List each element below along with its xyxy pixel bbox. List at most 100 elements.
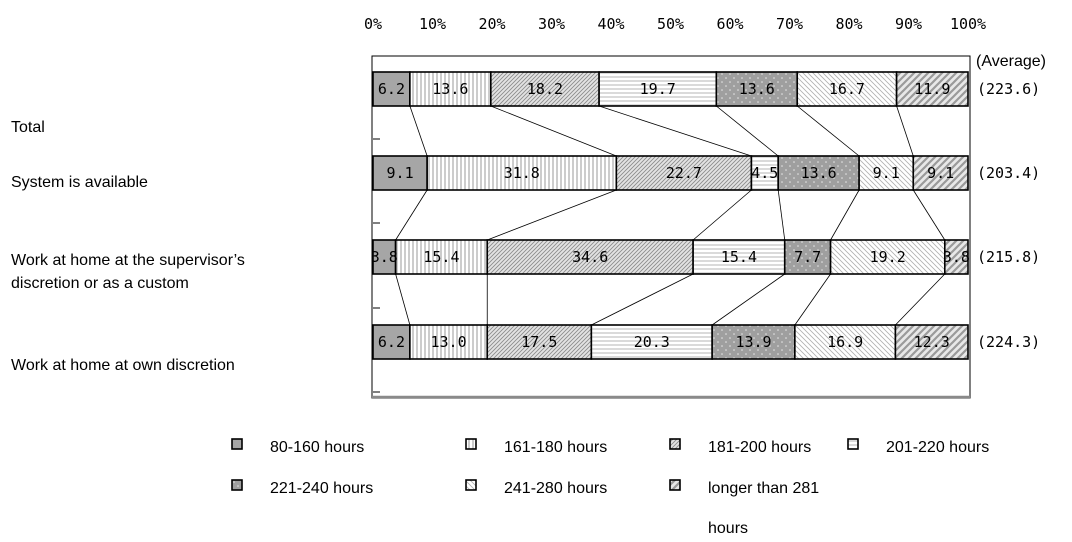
average-header: (Average): [976, 53, 1046, 70]
legend: 80-160 hours 161-180 hours 181-200 hours 20…: [231, 438, 989, 537]
connector-line: [487, 189, 617, 241]
bar-value-label: 12.3: [914, 333, 950, 351]
bar-value-label: 15.4: [423, 248, 459, 266]
bar-value-label: 13.6: [432, 80, 468, 98]
bar-segment: [894, 324, 969, 360]
average-value: (223.6): [977, 80, 1040, 98]
bar-segments: [372, 71, 969, 393]
x-tick-label: 50%: [657, 15, 684, 33]
connector-line: [395, 189, 428, 241]
average-value: (224.3): [977, 333, 1040, 351]
bar-value-label: 13.6: [801, 164, 837, 182]
connector-line: [490, 105, 617, 157]
bar-value-label: 3.8: [943, 248, 970, 266]
category-label: Total: [11, 119, 45, 136]
connector-line: [591, 273, 694, 326]
legend-swatch: [231, 479, 243, 491]
connector-line: [895, 273, 946, 326]
bar-segment: [858, 155, 915, 191]
bar-segment: [796, 71, 898, 107]
bar-value-label: 17.5: [521, 333, 557, 351]
bar-segment: [715, 71, 799, 107]
category-label: Work at home at the supervisor’s: [11, 252, 245, 269]
connector-line: [409, 105, 428, 157]
x-tick-label: 90%: [895, 15, 922, 33]
bar-segment: [372, 71, 411, 107]
bar-segment: [912, 155, 969, 191]
x-tick-label: 100%: [950, 15, 986, 33]
bar-value-label: 9.1: [387, 164, 414, 182]
bar-segment: [711, 324, 796, 360]
bar-value-label: 13.9: [735, 333, 771, 351]
bar-value-label: 6.2: [378, 80, 405, 98]
bar-value-label: 31.8: [504, 164, 540, 182]
legend-swatch: [231, 438, 243, 450]
bar-value-label: 9.1: [873, 164, 900, 182]
legend-swatch: [669, 438, 681, 450]
bar-value-label: 3.8: [371, 248, 398, 266]
bar-segment: [486, 324, 593, 360]
bar-value-label: 16.7: [829, 80, 865, 98]
bar-value-label: 18.2: [527, 80, 563, 98]
connector-lines: [395, 105, 946, 326]
bar-segment: [750, 155, 779, 191]
category-label: discretion or as a custom: [11, 275, 189, 292]
average-value: (203.4): [977, 164, 1040, 182]
x-tick-label: 20%: [478, 15, 505, 33]
category-labels: Total System is available Work at home at …: [11, 119, 245, 374]
bar-segment: [486, 239, 694, 275]
bar-value-label: 7.7: [794, 248, 821, 266]
bar-segment: [409, 71, 492, 107]
connector-line: [912, 189, 946, 241]
legend-label: longer than 281: [708, 480, 819, 497]
bar-segment: [895, 71, 969, 107]
x-tick-label: 10%: [419, 15, 446, 33]
bar-value-label: 13.0: [431, 333, 467, 351]
legend-label: 80-160 hours: [270, 439, 364, 456]
connector-line: [794, 273, 831, 326]
connector-line: [830, 189, 860, 241]
connector-line: [777, 189, 786, 241]
legend-label: 221-240 hours: [270, 480, 373, 497]
bar-segment: [490, 71, 600, 107]
connector-line: [598, 105, 752, 157]
bar-value-label: 15.4: [721, 248, 757, 266]
bar-value-label: 16.9: [827, 333, 863, 351]
x-tick-label: 80%: [835, 15, 862, 33]
legend-swatch: [669, 479, 681, 491]
legend-swatch: [465, 438, 477, 450]
average-value: (215.8): [977, 248, 1040, 266]
connector-line: [896, 105, 914, 157]
bar-segment: [615, 155, 753, 191]
bar-value-label: 9.1: [927, 164, 954, 182]
bar-segment: [426, 155, 618, 191]
category-label: Work at home at own discretion: [11, 357, 235, 374]
x-tick-label: 0%: [364, 15, 382, 33]
bar-value-label: 11.9: [914, 80, 950, 98]
category-label: System is available: [11, 174, 148, 191]
legend-label: 161-180 hours: [504, 439, 607, 456]
bar-value-label: 19.7: [640, 80, 676, 98]
connector-line: [796, 105, 860, 157]
x-tick-label: 40%: [597, 15, 624, 33]
bar-value-label: 4.5: [751, 164, 778, 182]
bar-segment: [943, 239, 969, 275]
bar-value-label: 6.2: [378, 333, 405, 351]
connector-line: [716, 105, 779, 157]
legend-label: 241-280 hours: [504, 480, 607, 497]
average-values: (223.6) (203.4) (215.8) (224.3): [977, 80, 1040, 351]
legend-label: hours: [708, 520, 748, 537]
bar-segment: [783, 239, 832, 275]
bar-value-label: 22.7: [666, 164, 702, 182]
x-axis-ticks: 0% 10% 20% 30% 40% 50% 60% 70% 80% 90% 100%: [364, 15, 986, 33]
bar-segment: [590, 324, 713, 360]
legend-swatch: [847, 438, 859, 450]
bar-segment: [598, 71, 718, 107]
bar-value-labels: 6.2 13.6 18.2 19.7 13.6 16.7 11.9 9.1 31.8 22.7 4.…: [371, 80, 970, 351]
bar-segment: [777, 155, 860, 191]
connector-line: [711, 273, 785, 326]
bar-value-label: 34.6: [572, 248, 608, 266]
x-tick-label: 30%: [538, 15, 565, 33]
bar-value-label: 13.6: [739, 80, 775, 98]
